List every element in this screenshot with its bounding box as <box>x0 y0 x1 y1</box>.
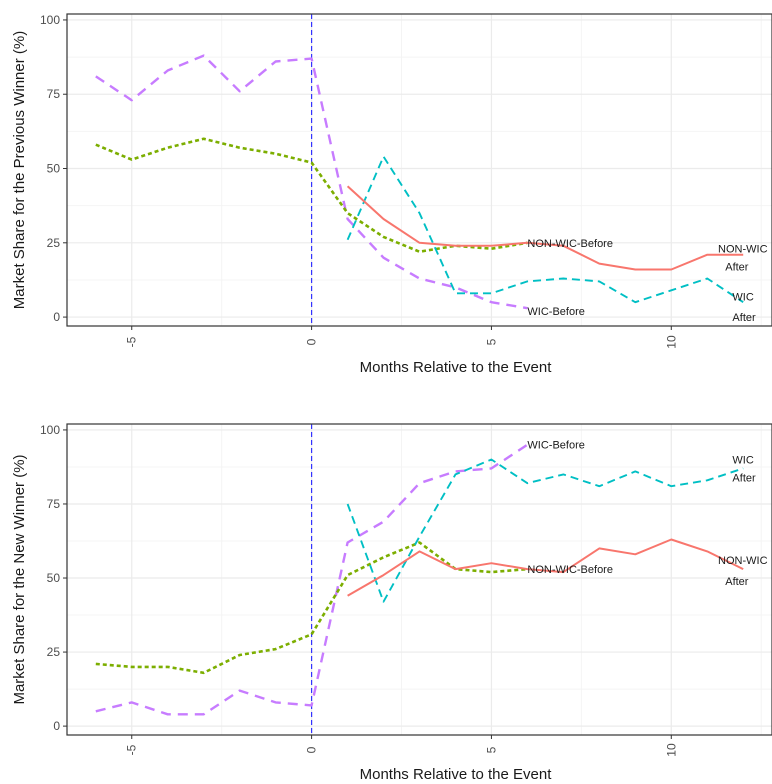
y-tick-label: 75 <box>47 497 61 511</box>
panel-border <box>66 13 772 327</box>
y-axis-title: Market Share for the New Winner (%) <box>11 454 28 704</box>
y-tick-label: 25 <box>47 645 61 659</box>
series-line-wic-after <box>346 155 744 304</box>
y-tick-label: 100 <box>40 423 60 437</box>
x-tick-label: 10 <box>664 743 678 757</box>
series-line-wic-before <box>95 443 529 716</box>
y-axis-title: Market Share for the Previous Winner (%) <box>11 31 28 309</box>
panel-border <box>66 423 772 736</box>
x-tick-label: 0 <box>305 338 319 345</box>
y-tick-label: 50 <box>47 162 61 176</box>
panel-2: WIC-Before NON-WIC-Before WIC After NON-WIC A… <box>11 423 772 783</box>
y-tick-label: 75 <box>47 87 61 101</box>
annotation-label: NON-WIC-Before <box>527 564 613 576</box>
y-tick-label: 100 <box>40 13 60 27</box>
annotation-label: NON-WIC <box>718 555 768 567</box>
y-tick-label: 0 <box>53 310 60 324</box>
x-tick-label: 10 <box>664 335 678 349</box>
y-tick-label: 25 <box>47 236 61 250</box>
annotation-label: After <box>725 576 749 588</box>
annotation-label: After <box>725 262 749 274</box>
x-tick-label: -5 <box>125 336 139 347</box>
series-line-non-wic-after <box>346 185 744 271</box>
x-tick-label: 0 <box>305 746 319 753</box>
y-tick-label: 50 <box>47 571 61 585</box>
series-line-wic-before <box>95 54 528 310</box>
x-tick-label: 5 <box>484 746 498 753</box>
x-axis-title: Months Relative to the Event <box>360 359 553 376</box>
annotation-label: WIC-Before <box>527 440 584 452</box>
series-line-wic-after <box>346 458 744 603</box>
y-tick-label: 0 <box>53 719 60 733</box>
annotation-label: WIC <box>732 455 753 467</box>
annotation-label: WIC-Before <box>527 306 584 318</box>
x-tick-label: -5 <box>125 744 139 755</box>
panel-1: NON-WIC-Before WIC-Before NON-WIC After WIC A… <box>11 13 772 376</box>
annotation-label: NON-WIC-Before <box>527 238 613 250</box>
annotation-label: WIC <box>732 291 753 303</box>
series-line-non-wic-after <box>347 538 744 597</box>
annotation-label: NON-WIC <box>718 244 768 256</box>
series-line-non-wic-before <box>95 541 528 675</box>
annotation-label: After <box>732 472 756 484</box>
x-axis-title: Months Relative to the Event <box>360 766 553 783</box>
series-line-non-wic-before <box>95 137 528 253</box>
annotation-label: After <box>732 312 756 324</box>
x-tick-label: 5 <box>484 338 498 345</box>
